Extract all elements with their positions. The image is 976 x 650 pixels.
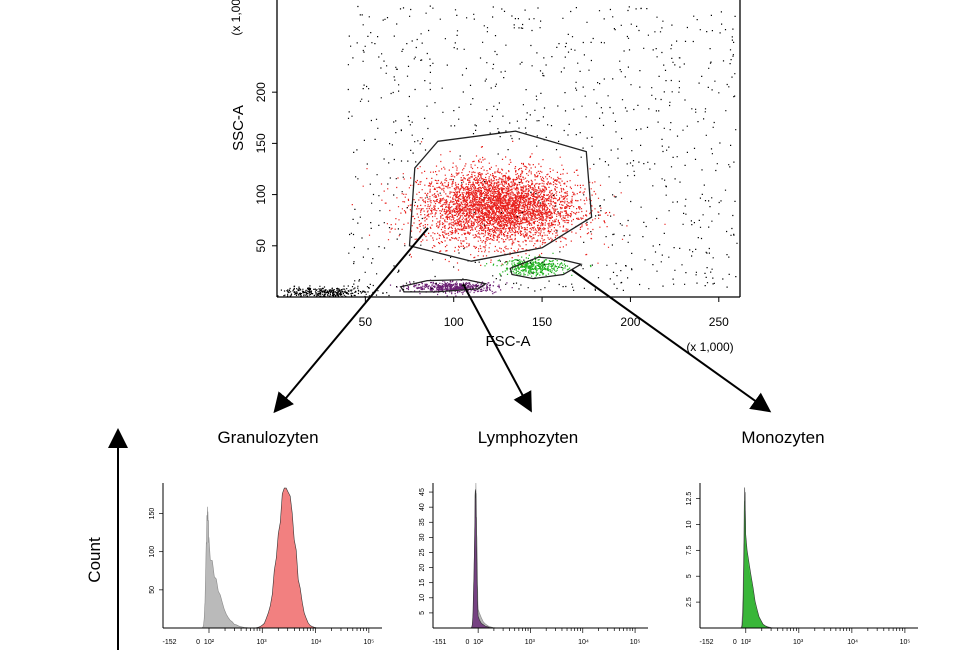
histogram-x-tick-label: -152: [163, 639, 177, 646]
dots-lymphozyten: [389, 279, 513, 297]
histogram-monozyten: -152 0 10² 10³ 10⁴ 10⁵ 2.5 5 7.5 10 12.5: [686, 483, 918, 646]
histogram-x-tick-label: 10³: [525, 639, 536, 646]
histogram-y-tick-label: 5: [419, 611, 426, 615]
histogram-y-tick-label: 2.5: [686, 597, 693, 607]
arrow-granulozyten: [273, 227, 429, 414]
histogram-y-tick-label: 45: [419, 488, 426, 496]
histogram-x-tick-label: 10⁵: [364, 639, 375, 646]
histogram-x-tick-label: 10⁵: [900, 639, 911, 646]
population-granulozyten: [351, 140, 666, 283]
dots-debris: [277, 285, 405, 298]
histogram-series-stained: [736, 487, 895, 629]
histogram-x-tick-label: 0: [733, 639, 737, 646]
histogram-y-tick-label: 12.5: [686, 492, 693, 506]
histogram-title-monozyten: Monozyten: [741, 428, 824, 447]
histogram-y-tick-label: 30: [419, 533, 426, 541]
y-tick-label: 200: [254, 82, 268, 102]
histogram-series-control: [469, 482, 625, 629]
histogram-x-tick-label: -151: [432, 639, 446, 646]
x-tick-label: 200: [620, 315, 640, 329]
histogram-y-tick-label: 40: [419, 503, 426, 511]
histogram-y-tick-label: 10: [686, 520, 693, 528]
arrow-monozyten: [571, 269, 772, 413]
y-tick-label: 150: [254, 133, 268, 153]
histogram-y-tick-label: 15: [419, 579, 426, 587]
y-axis-label: SSC-A: [230, 105, 247, 151]
gate-lymphozyten: [399, 278, 488, 293]
histogram-x-tick-label: 10⁵: [630, 639, 641, 646]
histogram-y-tick-label: 50: [149, 586, 156, 594]
histogram-lymphozyten: -151 0 10² 10³ 10⁴ 10⁵ 5 10 15 20 25 30 35 40 45: [419, 482, 648, 646]
y-tick-label: 50: [254, 239, 268, 253]
histogram-y-tick-label: 150: [149, 508, 156, 520]
histogram-title-lymphozyten: Lymphozyten: [478, 428, 578, 447]
histogram-x-tick-label: 0: [465, 639, 469, 646]
histogram-x-tick-label: 10²: [741, 639, 752, 646]
dot-plot-ticks: 50 100 150 200 250 50 100 150 200: [254, 82, 729, 329]
histogram-series-control: [736, 493, 895, 629]
histogram-granulozyten: -152 0 10² 10³ 10⁴ 10⁵ 50 100 150: [149, 483, 382, 646]
x-axis-label: FSC-A: [486, 333, 531, 350]
y-tick-label: 100: [254, 184, 268, 204]
gate-granulozyten: [408, 130, 593, 262]
histogram-x-tick-label: 10⁴: [311, 639, 322, 646]
histogram-y-tick-label: 20: [419, 564, 426, 572]
histogram-y-tick-label: 35: [419, 518, 426, 526]
population-background: [347, 5, 738, 293]
histogram-y-tick-label: 10: [419, 594, 426, 602]
gate-group: [399, 130, 593, 293]
histogram-x-tick-label: 10⁴: [578, 639, 589, 646]
histogram-x-tick-label: 10²: [204, 639, 215, 646]
histogram-x-tick-label: -152: [700, 639, 714, 646]
dots-background: [347, 5, 738, 293]
histogram-title-granulozyten: Granulozyten: [217, 428, 318, 447]
histogram-x-tick-label: 10²: [473, 639, 484, 646]
histogram-y-tick-label: 7.5: [686, 545, 693, 555]
histogram-x-tick-label: 0: [196, 639, 200, 646]
x-tick-label: 50: [359, 315, 373, 329]
population-debris: [277, 285, 405, 298]
x-multiplier: (x 1,000): [686, 340, 733, 354]
x-tick-label: 100: [444, 315, 464, 329]
histogram-x-tick-label: 10³: [793, 639, 804, 646]
population-lymphozyten: [389, 279, 513, 297]
x-tick-label: 250: [709, 315, 729, 329]
histogram-y-tick-label: 5: [686, 574, 693, 578]
histogram-x-tick-label: 10³: [256, 639, 267, 646]
arrow-lymphozyten: [462, 283, 532, 413]
dot-cloud: [277, 5, 738, 298]
histogram-y-tick-label: 100: [149, 546, 156, 558]
count-axis-label: Count: [85, 537, 104, 583]
histogram-x-tick-label: 10⁴: [847, 639, 858, 646]
y-multiplier: (x 1,000): [229, 0, 243, 36]
histogram-series-stained: [469, 489, 625, 629]
dot-plot: 50 100 150 200 250 50 100 150 200 FSC-A (x 1,000…: [229, 0, 741, 354]
dots-granulozyten: [351, 140, 666, 283]
histogram-y-tick-label: 25: [419, 548, 426, 556]
x-tick-label: 150: [532, 315, 552, 329]
gate-monozyten: [509, 256, 583, 280]
